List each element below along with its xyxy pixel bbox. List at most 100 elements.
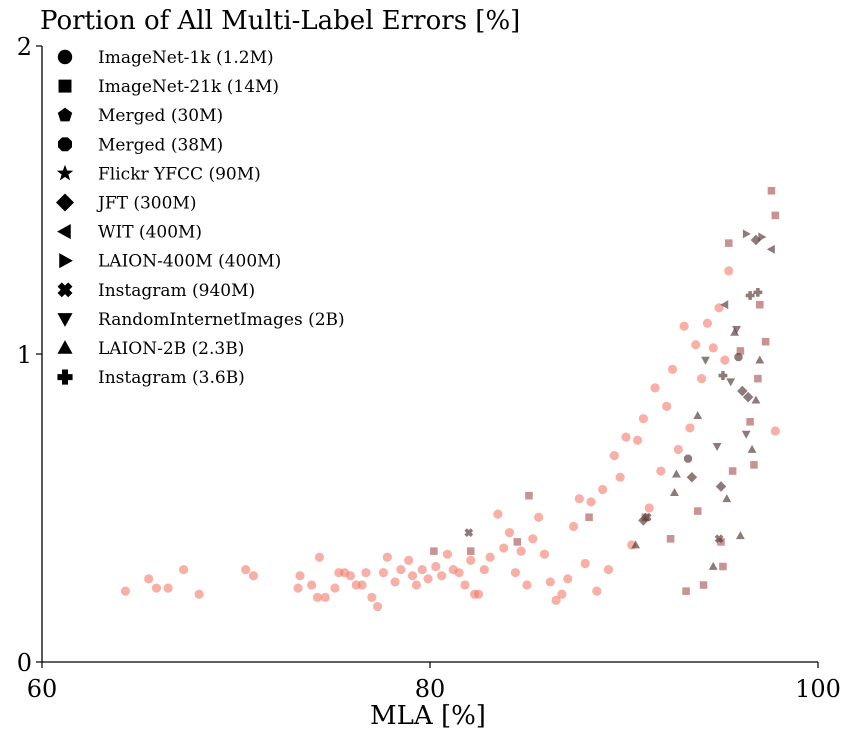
data-point-circle <box>460 580 470 590</box>
data-point-circle <box>551 595 561 606</box>
data-point-square <box>771 211 780 220</box>
data-point-circle <box>592 586 602 596</box>
data-point-circle <box>454 568 464 578</box>
data-point-square <box>756 300 764 309</box>
legend-item: ImageNet-1k (1.2M) <box>57 48 274 68</box>
data-point-diamond <box>715 481 727 492</box>
data-point-square <box>466 547 475 555</box>
data-point-circle <box>528 534 538 544</box>
legend-item: Flickr YFCC (90M) <box>56 164 261 184</box>
legend-marker-star <box>56 164 74 181</box>
legend-marker-triangle-right <box>59 253 73 269</box>
data-point-triangle-left <box>720 300 729 310</box>
data-point-square <box>666 535 675 543</box>
data-point-triangle-up <box>735 531 745 540</box>
data-point-circle <box>373 601 383 612</box>
data-point-triangle-up <box>755 355 765 364</box>
data-point-plus <box>745 291 755 300</box>
data-point-circle <box>667 364 678 374</box>
data-point-triangle-up <box>693 410 703 419</box>
data-point-circle <box>194 589 204 599</box>
data-point-circle <box>644 503 654 513</box>
data-point-square <box>693 507 702 515</box>
data-point-octagon <box>734 353 743 362</box>
data-point-circle <box>120 586 131 596</box>
data-point-circle <box>586 497 596 507</box>
data-point-circle <box>685 423 695 433</box>
data-point-circle <box>656 466 666 476</box>
data-point-triangle-up <box>708 561 718 570</box>
data-point-circle <box>423 574 433 584</box>
data-point-triangle-right <box>758 232 767 242</box>
data-point-plus <box>718 371 728 380</box>
legend-label: LAION-400M (400M) <box>98 252 281 272</box>
legend-marker-triangle-up <box>57 340 73 354</box>
data-point-circle <box>378 568 389 578</box>
data-point-plus <box>753 287 763 297</box>
legend-marker-triangle-left <box>57 224 71 240</box>
data-point-circle <box>442 549 453 559</box>
data-point-circle <box>248 571 259 581</box>
data-point-octagon <box>683 454 693 463</box>
data-point-circle <box>580 558 590 569</box>
legend-item: Merged (30M) <box>57 106 223 126</box>
data-point-circle <box>485 552 495 562</box>
data-point-circle <box>361 568 371 578</box>
data-point-triangle-up <box>730 327 739 336</box>
data-point-circle <box>407 571 418 581</box>
data-point-circle <box>534 512 544 522</box>
data-point-diamond <box>737 385 748 397</box>
data-point-circle <box>307 580 317 590</box>
data-point-circle <box>720 355 730 365</box>
legend-item: LAION-400M (400M) <box>59 252 281 272</box>
data-point-circle <box>563 574 573 584</box>
data-point-circle <box>697 374 707 384</box>
legend-item: LAION-2B (2.3B) <box>57 339 244 359</box>
legend-label: Merged (30M) <box>98 106 223 126</box>
data-point-circle <box>144 574 154 584</box>
data-point-square <box>719 562 727 571</box>
data-point-triangle-up <box>747 444 757 453</box>
data-points <box>120 186 780 612</box>
data-point-circle <box>539 549 550 559</box>
data-point-circle <box>404 555 414 565</box>
legend-item: WIT (400M) <box>57 223 202 243</box>
data-point-circle <box>574 494 584 504</box>
legend-item: Instagram (3.6B) <box>57 368 245 388</box>
data-point-circle <box>295 571 305 581</box>
data-point-square <box>750 461 758 469</box>
data-point-circle <box>179 565 189 575</box>
data-point-triangle-down <box>732 326 741 334</box>
data-point-circle <box>330 583 340 593</box>
chart-title: Portion of All Multi-Label Errors [%] <box>40 6 520 36</box>
data-point-triangle-up <box>670 487 679 496</box>
data-point-circle <box>621 432 631 442</box>
legend-label: Instagram (3.6B) <box>98 368 245 388</box>
legend-marker-plus <box>57 369 73 385</box>
data-point-triangle-right <box>742 229 751 239</box>
data-point-circle <box>411 580 422 590</box>
data-point-triangle-down <box>712 443 722 452</box>
data-point-circle <box>479 565 489 575</box>
data-point-circle <box>516 546 526 556</box>
y-tick-label: 0 <box>17 649 32 677</box>
data-point-circle <box>724 266 734 276</box>
data-point-circle <box>417 565 427 575</box>
data-point-circle <box>662 401 672 411</box>
data-point-square <box>728 467 737 475</box>
data-point-circle <box>293 583 303 593</box>
axis-ticks: 60 80 100 0 1 2 <box>17 33 841 703</box>
data-point-circle <box>390 577 400 587</box>
legend-label: LAION-2B (2.3B) <box>98 339 244 359</box>
data-point-circle <box>320 592 330 602</box>
data-point-circle <box>545 577 555 587</box>
legend-marker-pentagon <box>57 107 73 122</box>
legend-marker-octagon <box>58 137 72 152</box>
data-point-circle <box>638 414 649 424</box>
data-point-circle <box>367 592 377 602</box>
data-point-circle <box>603 565 614 575</box>
legend-label: RandomInternetImages (2B) <box>98 310 345 330</box>
data-point-triangle-down <box>701 356 710 365</box>
data-point-circle <box>770 426 780 436</box>
data-point-circle <box>522 580 532 590</box>
